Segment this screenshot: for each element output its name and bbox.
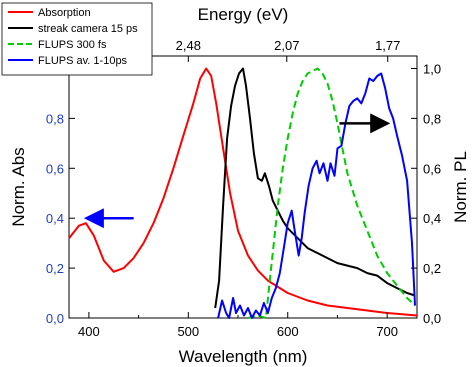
legend-label-flups-300-fs: FLUPS 300 fs [38,39,107,51]
x-tick-label: 500 [177,324,199,339]
y-right-tick-label: 0,8 [423,111,441,126]
y-right-tick-label: 0,4 [423,211,441,226]
x-axis-title: Wavelength (nm) [179,347,308,366]
series-line-streak-camera-15-ps [214,67,416,309]
legend-label-absorption: Absorption [38,7,91,19]
ticks-layer: 400 500 600 700 2,48 2,07 1,77 0,0 0,2 0,4 0,6 0,8 0… [46,38,441,339]
series-layer [68,67,418,319]
x-tick-label: 400 [78,324,100,339]
series-line-flups-300-fs [247,67,416,319]
legend-box [1,2,153,76]
legend: Absorption streak camera 15 ps FLUPS 300 f… [1,2,153,76]
x-top-tick-label: 2,07 [274,38,299,53]
y-left-axis-title: Norm. Abs [9,147,28,226]
y-right-tick-label: 0,2 [423,261,441,276]
x-tick-label: 700 [376,324,398,339]
y-left-tick-label: 0,2 [46,261,64,276]
x-top-axis-title: Energy (eV) [198,5,289,24]
legend-label-flups-av-1-10ps: FLUPS av. 1-10ps [38,55,128,67]
annotation-layer [83,113,391,229]
x-tick-label: 600 [277,324,299,339]
y-left-tick-label: 0,8 [46,111,64,126]
y-right-tick-label: 0,6 [423,161,441,176]
x-top-tick-label: 2,48 [176,38,201,53]
plot-frame [68,55,418,319]
y-right-tick-label: 0,0 [423,311,441,326]
y-left-tick-label: 0,0 [46,311,64,326]
y-left-tick-label: 0,6 [46,161,64,176]
x-top-tick-label: 1,77 [375,38,400,53]
y-left-tick-label: 0,4 [46,211,64,226]
series-line-flups-av-1-10ps [217,72,416,319]
y-right-axis-title: Norm. PL [451,151,470,223]
series-line-absorption [68,67,418,317]
legend-label-streak-camera-15-ps: streak camera 15 ps [38,23,138,35]
y-right-tick-label: 1,0 [423,61,441,76]
